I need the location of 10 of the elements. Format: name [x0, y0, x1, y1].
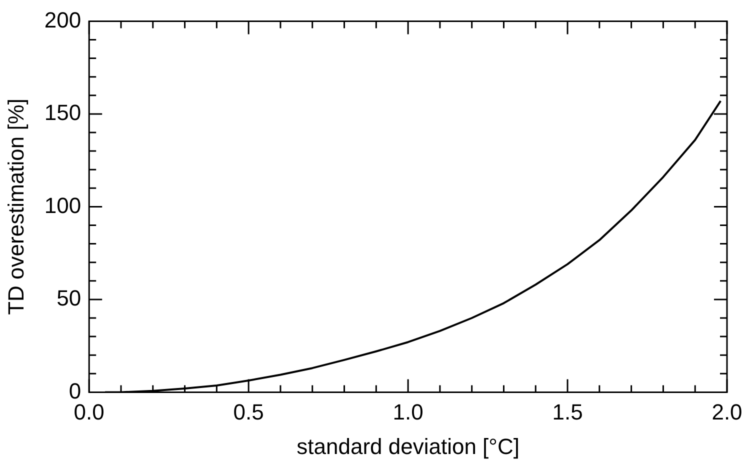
- x-tick-label: 0.5: [233, 399, 264, 424]
- y-tick-label: 50: [56, 286, 82, 311]
- x-tick-label: 1.5: [552, 399, 583, 424]
- x-tick-label: 2.0: [712, 399, 742, 424]
- y-tick-label: 100: [44, 192, 82, 218]
- y-tick-label: 200: [44, 7, 82, 32]
- x-axis-title: standard deviation [°C]: [296, 434, 520, 459]
- y-axis-title: TD overestimation [%]: [3, 98, 28, 315]
- x-tick-label: 1.0: [392, 399, 424, 424]
- y-tick-label: 150: [44, 100, 82, 126]
